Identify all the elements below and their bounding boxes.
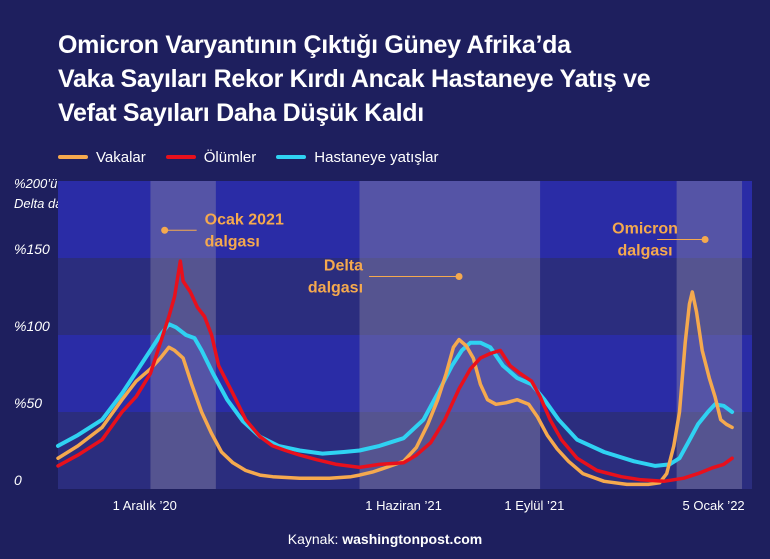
legend: Vakalar Ölümler Hastaneye yatışlar (58, 147, 459, 167)
annotation-text-1-0: Delta (324, 257, 363, 274)
series-line-deaths (56, 259, 734, 484)
source-line: Kaynak: washingtonpost.com (0, 531, 770, 547)
annotation-text-2-0: Omicron (612, 221, 678, 238)
source-prefix: Kaynak: (287, 531, 339, 547)
annotation-text-1-1: dalgası (308, 279, 363, 296)
line-chart: 0 %50 %100 %150 1 Aralık ’20 1 Haziran ’21 1 E… (14, 181, 752, 513)
source-name: washingtonpost.com (342, 531, 483, 547)
title-line-3: Vefat Sayıları Daha Düşük Kaldı (58, 99, 424, 127)
wave-region-1 (359, 181, 541, 489)
legend-label-cases: Vakalar (96, 148, 146, 166)
legend-swatch-cases (58, 155, 88, 159)
title-line-1: Omicron Varyantının Çıktığı Güney Afrika… (58, 31, 571, 59)
y-tick-label-150: %150 (14, 241, 50, 257)
band-150-200 (58, 181, 752, 258)
legend-label-deaths: Ölümler (203, 148, 257, 166)
series-line-hospital (56, 322, 735, 468)
legend-item-hospital: Hastaneye yatışlar (276, 148, 439, 166)
x-tick-label-2: 1 Eylül ’21 (504, 498, 564, 513)
annotation-text-2-1: dalgası (617, 243, 672, 260)
chart-title: Omicron Varyantının Çıktığı Güney Afrika… (58, 28, 758, 130)
x-tick-label-1: 1 Haziran ’21 (365, 498, 442, 513)
x-tick-label-0: 1 Aralık ’20 (113, 498, 177, 513)
band-50-100 (58, 335, 752, 412)
y-tick-label-100: %100 (14, 318, 50, 334)
band-0-50 (58, 412, 752, 489)
annotation-text-0-0: Ocak 2021 (205, 211, 284, 228)
annotation-text-0-1: dalgası (205, 233, 260, 250)
legend-item-cases: Vakalar (58, 149, 146, 166)
legend-swatch-hospital (276, 155, 307, 159)
y-tick-label-200: %200’ü (14, 176, 58, 191)
legend-item-deaths: Ölümler (165, 148, 257, 166)
y-tick-label-50: %50 (14, 395, 42, 411)
legend-swatch-deaths (165, 155, 196, 159)
x-tick-label-3: 5 Ocak ’22 (683, 498, 745, 513)
title-line-2: Vaka Sayıları Rekor Kırdı Ancak Hastaney… (58, 65, 651, 93)
legend-label-hospital: Hastaneye yatışlar (314, 148, 439, 166)
y-tick-label-0: 0 (14, 472, 22, 488)
series-line-cases (56, 290, 734, 487)
